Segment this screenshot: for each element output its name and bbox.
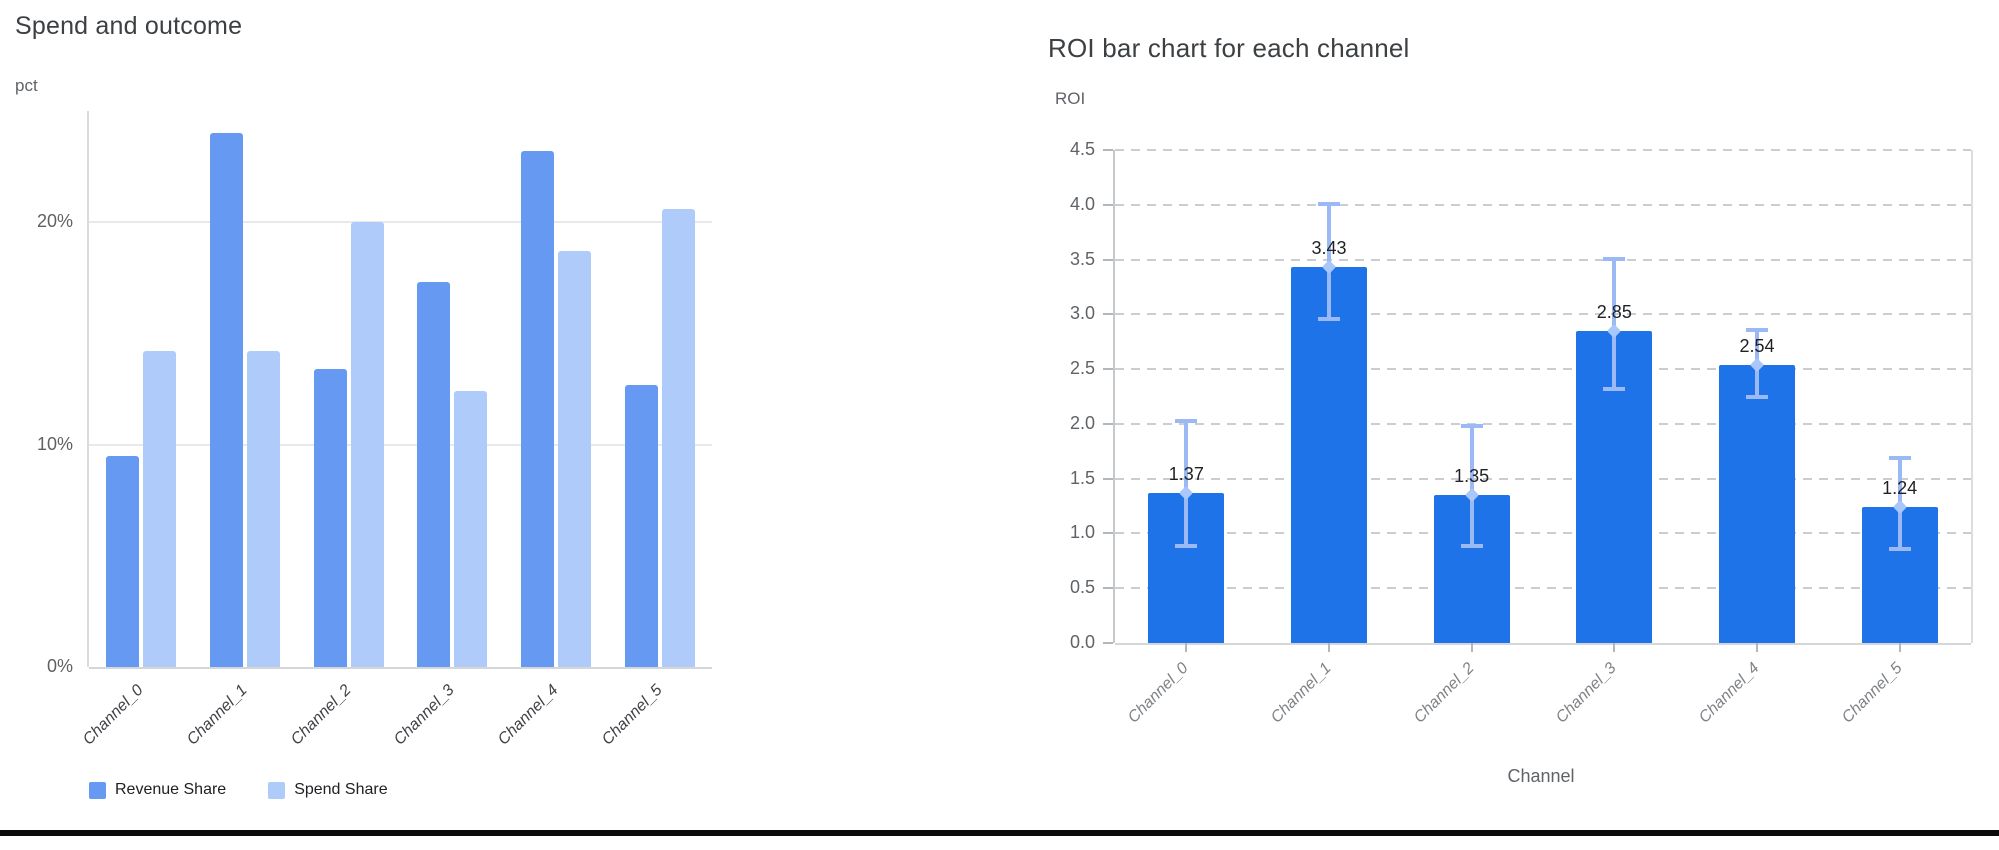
x-tick-mark <box>1613 643 1616 652</box>
bar-value-label: 2.85 <box>1596 301 1632 322</box>
error-bar-cap-bottom <box>1888 546 1911 551</box>
legend-label: Revenue Share <box>115 781 227 798</box>
x-axis-baseline <box>1115 643 1971 645</box>
x-tick-label: Channel_0 <box>1125 659 1193 727</box>
legend-label: Spend Share <box>294 781 388 798</box>
y-tick-mark <box>1103 368 1113 371</box>
y-tick-label: 4.5 <box>1069 139 1095 159</box>
error-bar-cap-top <box>1746 327 1768 332</box>
x-tick-mark <box>1756 643 1758 652</box>
left-chart-legend: Revenue Share Spend Share <box>89 781 388 799</box>
left-y-axis-unit: pct <box>15 76 38 95</box>
gridline <box>1115 477 1971 480</box>
gridline <box>1115 587 1971 590</box>
error-bar-line <box>1469 424 1474 547</box>
y-tick-label: 3.0 <box>1069 303 1095 324</box>
bar-value-label: 3.43 <box>1311 238 1347 259</box>
right-chart-title: ROI bar chart for each channel <box>1048 33 1410 63</box>
bar-spend-channel_4[interactable] <box>558 251 592 667</box>
y-tick-label: 20% <box>36 211 73 232</box>
gridline <box>89 443 712 446</box>
bar-revenue-channel_0[interactable] <box>105 455 139 667</box>
y-tick-label: 3.5 <box>1069 248 1095 269</box>
gridline <box>1115 313 1971 316</box>
left-chart-title: Spend and outcome <box>15 12 243 40</box>
y-tick-label: 0.0 <box>1069 632 1095 652</box>
y-tick-mark <box>1103 258 1113 261</box>
gridline <box>1115 203 1971 206</box>
legend-color-chip <box>268 781 286 799</box>
y-tick-mark <box>1103 642 1113 644</box>
y-tick-label: 1.5 <box>1069 467 1095 488</box>
error-bar-cap-top <box>1603 257 1626 262</box>
y-tick-mark <box>1103 477 1113 480</box>
x-tick-mark <box>1185 643 1188 652</box>
error-bar-cap-bottom <box>1175 543 1198 548</box>
x-tick-label: Channel_2 <box>1410 659 1478 727</box>
right-x-axis-title: Channel <box>1507 766 1575 786</box>
bar-spend-channel_0[interactable] <box>142 351 176 667</box>
error-bar-cap-top <box>1175 418 1198 423</box>
gridline <box>89 221 712 224</box>
gridline <box>1115 368 1971 371</box>
error-bar-cap-bottom <box>1746 394 1768 399</box>
bar-value-label: 1.35 <box>1454 466 1490 487</box>
roi-plot-area: 0.0 0.5 1.0 1.5 2.0 2.5 3.0 3.5 4.0 4.5 1.37 Channe… <box>1070 139 1973 726</box>
y-tick-mark <box>1103 203 1113 206</box>
error-bar-cap-top <box>1460 423 1483 428</box>
x-tick-mark <box>1470 643 1473 652</box>
bar-value-label: 1.37 <box>1168 463 1204 484</box>
bar-revenue-channel_2[interactable] <box>313 368 347 667</box>
x-tick-mark <box>1898 643 1901 652</box>
bar-revenue-channel_5[interactable] <box>625 384 659 667</box>
y-tick-label: 10% <box>36 433 73 454</box>
x-tick-label: Channel_4 <box>1695 659 1763 727</box>
bar-spend-channel_1[interactable] <box>246 351 280 667</box>
legend-color-chip <box>89 781 106 799</box>
bar-spend-channel_3[interactable] <box>454 391 488 667</box>
legend-item[interactable]: Revenue Share <box>89 781 226 799</box>
error-bar-line <box>1184 419 1189 547</box>
error-bar-cap-top <box>1318 201 1340 206</box>
bottom-window-edge <box>0 830 1999 836</box>
legend-item[interactable]: Spend Share <box>268 781 388 799</box>
error-bar-cap-bottom <box>1603 386 1626 391</box>
error-bar-cap-bottom <box>1460 543 1483 548</box>
error-bar-cap-top <box>1888 455 1911 460</box>
bar-spend-channel_5[interactable] <box>662 208 696 667</box>
y-tick-mark <box>1103 313 1113 316</box>
y-tick-mark <box>1103 149 1113 151</box>
y-tick-mark <box>1103 532 1113 535</box>
error-bar-cap-bottom <box>1318 316 1340 321</box>
bar-roi-channel_4[interactable] <box>1719 364 1795 643</box>
x-axis-baseline <box>89 667 712 669</box>
y-tick-label: 4.0 <box>1069 193 1095 214</box>
x-tick-mark <box>1328 643 1330 652</box>
y-tick-label: 0% <box>46 656 73 676</box>
x-tick-label: Channel_3 <box>1553 659 1620 727</box>
y-tick-label: 0.5 <box>1069 577 1095 598</box>
gridline <box>1115 258 1971 261</box>
x-tick-label: Channel_0 <box>79 681 147 749</box>
right-y-axis-unit: ROI <box>1055 89 1086 108</box>
y-tick-label: 2.5 <box>1069 358 1095 379</box>
bar-value-label: 1.24 <box>1882 478 1918 499</box>
bar-revenue-channel_4[interactable] <box>521 151 555 667</box>
bar-revenue-channel_1[interactable] <box>209 133 243 667</box>
gridline <box>1115 149 1971 151</box>
y-tick-label: 2.0 <box>1069 412 1095 433</box>
gridline <box>1115 422 1971 425</box>
spend-outcome-plot-area: 0% 10% 20% Channel_0 Channel_1 Channel_2 Chann… <box>37 111 712 748</box>
x-tick-label: Channel_1 <box>1267 659 1335 727</box>
gridline <box>1115 532 1971 535</box>
x-tick-label: Channel_5 <box>1838 659 1906 727</box>
bar-roi-channel_1[interactable] <box>1291 267 1367 643</box>
y-tick-mark <box>1103 587 1113 590</box>
bar-revenue-channel_3[interactable] <box>417 282 451 667</box>
bar-value-label: 2.54 <box>1739 335 1775 356</box>
y-tick-label: 1.0 <box>1069 522 1095 543</box>
bar-spend-channel_2[interactable] <box>350 222 384 667</box>
y-tick-mark <box>1103 422 1113 425</box>
